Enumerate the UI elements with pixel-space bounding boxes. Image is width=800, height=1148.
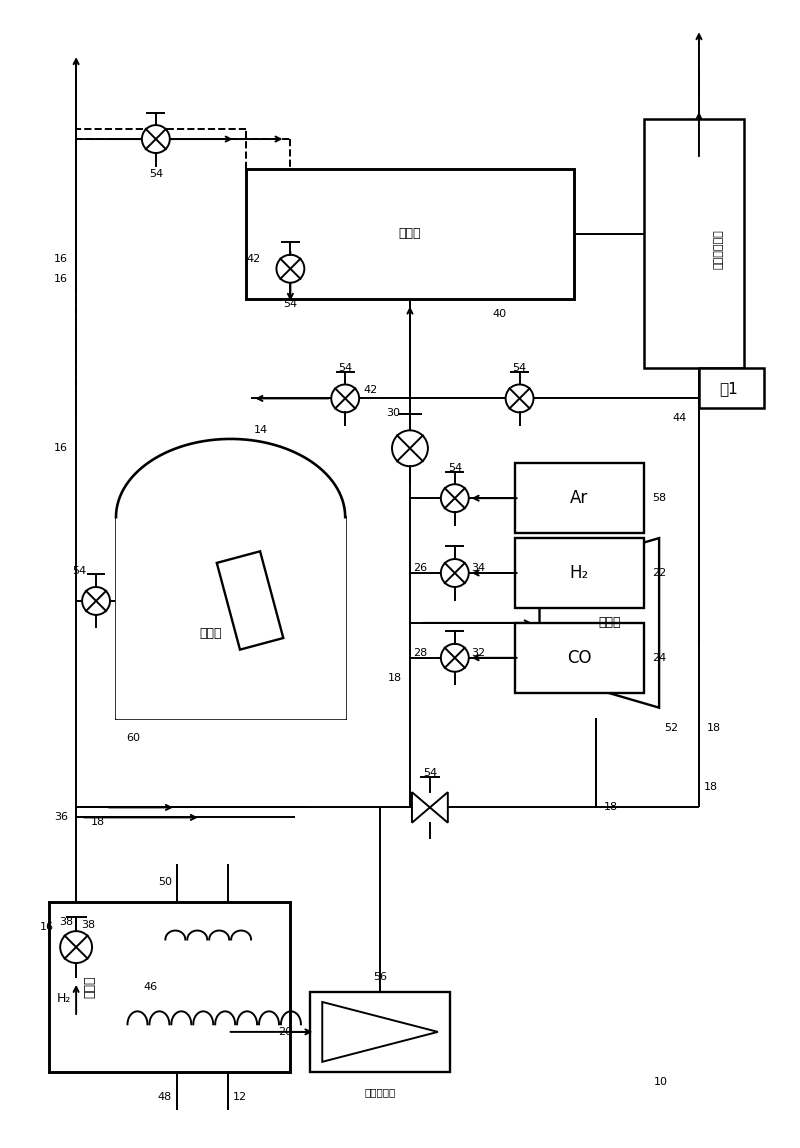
Polygon shape (412, 792, 430, 823)
Text: 38: 38 (59, 917, 73, 928)
Text: 12: 12 (233, 1092, 246, 1102)
Text: 16: 16 (54, 443, 68, 453)
Text: 46: 46 (143, 982, 158, 992)
Text: 40: 40 (492, 309, 506, 319)
Circle shape (506, 385, 534, 412)
Text: 48: 48 (158, 1092, 172, 1102)
Text: 38: 38 (81, 921, 95, 930)
Polygon shape (116, 517, 345, 718)
Circle shape (82, 587, 110, 615)
Bar (514, 623, 644, 692)
Text: 10: 10 (654, 1077, 668, 1087)
Polygon shape (430, 792, 448, 823)
Text: 54: 54 (423, 768, 437, 777)
Polygon shape (116, 439, 345, 517)
Text: 沉积室: 沉积室 (199, 627, 222, 641)
Text: 反应器: 反应器 (84, 976, 97, 999)
Text: 42: 42 (363, 386, 378, 395)
Bar (50, 902, 290, 1072)
Text: 56: 56 (373, 972, 387, 982)
Text: 鼓风机: 鼓风机 (598, 616, 621, 629)
Text: 36: 36 (54, 813, 68, 822)
Bar (514, 464, 644, 533)
Text: 42: 42 (246, 254, 261, 264)
Text: 16: 16 (54, 273, 68, 284)
Text: 18: 18 (704, 783, 718, 792)
Text: 20: 20 (278, 1027, 292, 1037)
Bar (310, 992, 450, 1072)
Bar (699, 369, 764, 409)
Circle shape (60, 931, 92, 963)
Text: 16: 16 (54, 254, 68, 264)
Text: 54: 54 (513, 364, 526, 373)
Bar (514, 538, 644, 608)
Text: 54: 54 (149, 169, 163, 179)
Text: 54: 54 (448, 464, 462, 473)
Text: H₂: H₂ (570, 564, 589, 582)
Text: 54: 54 (72, 566, 86, 576)
Bar (246, 169, 574, 298)
Text: 14: 14 (254, 426, 268, 435)
Text: 18: 18 (91, 817, 106, 828)
Circle shape (331, 385, 359, 412)
Text: Ar: Ar (570, 489, 589, 507)
Text: 60: 60 (126, 732, 140, 743)
Text: 30: 30 (386, 409, 400, 418)
Text: 54: 54 (283, 298, 298, 309)
Text: 54: 54 (338, 364, 352, 373)
Circle shape (441, 559, 469, 587)
Text: 58: 58 (652, 494, 666, 503)
Circle shape (441, 644, 469, 672)
Text: 质量流量计: 质量流量计 (365, 1087, 396, 1096)
Bar (644, 119, 744, 369)
Text: 44: 44 (673, 413, 687, 424)
Text: 34: 34 (470, 563, 485, 573)
Text: 24: 24 (652, 653, 666, 662)
Circle shape (392, 430, 428, 466)
Circle shape (441, 484, 469, 512)
Text: 18: 18 (707, 722, 721, 732)
Text: 26: 26 (413, 563, 427, 573)
Text: 出口至焚烧器: 出口至焚烧器 (714, 228, 724, 269)
Text: 28: 28 (413, 647, 427, 658)
Text: CO: CO (567, 649, 592, 667)
Text: 18: 18 (604, 802, 618, 813)
Text: 32: 32 (470, 647, 485, 658)
Polygon shape (539, 538, 659, 707)
Text: 50: 50 (158, 877, 172, 887)
Circle shape (142, 125, 170, 153)
Text: 52: 52 (664, 722, 678, 732)
Text: 图1: 图1 (719, 381, 738, 396)
Text: 沉积管: 沉积管 (398, 227, 422, 240)
Text: H₂: H₂ (57, 993, 71, 1006)
Bar (116, 517, 345, 718)
Text: 22: 22 (652, 568, 666, 577)
Text: 18: 18 (388, 673, 402, 683)
Circle shape (277, 255, 304, 282)
Text: 16: 16 (40, 922, 54, 932)
